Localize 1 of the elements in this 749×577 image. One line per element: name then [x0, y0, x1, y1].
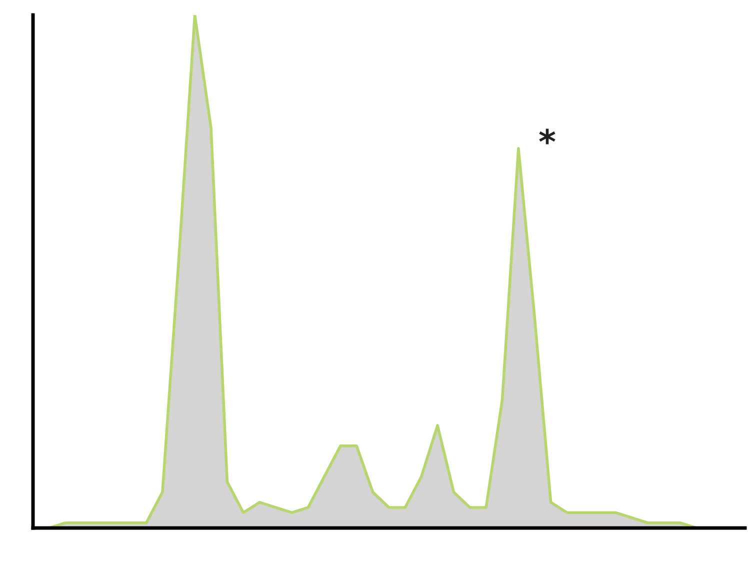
annotation: *: [539, 128, 556, 144]
